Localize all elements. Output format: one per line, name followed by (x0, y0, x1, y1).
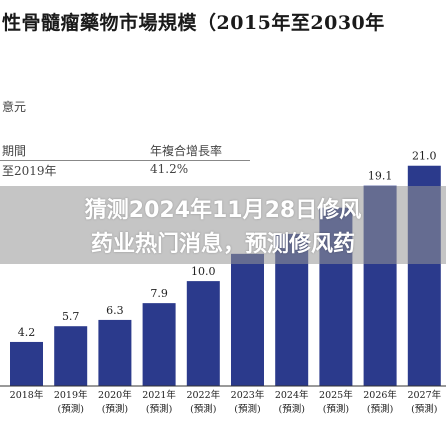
x-tick-label: 2020年 (98, 389, 132, 401)
bar (98, 319, 132, 386)
x-tick-sublabel: (預測) (411, 403, 437, 415)
cagr-header-period: 期間 (2, 144, 27, 158)
x-tick-label: 2023年 (231, 389, 265, 401)
x-tick-sublabel: (預測) (190, 403, 216, 415)
bar-value-label: 6.3 (106, 304, 124, 317)
x-tick-sublabel: (預測) (57, 403, 83, 415)
overlay-headline-line2: 药业热门消息，预测修风药 (90, 232, 355, 257)
bar (186, 281, 220, 386)
cagr-row-period: 至2019年 (2, 164, 57, 178)
unit-label: 意元 (2, 100, 27, 114)
cagr-header-rate: 年複合增長率 (150, 144, 223, 158)
bar-value-label: 7.9 (150, 287, 168, 300)
x-tick-sublabel: (預測) (234, 403, 260, 415)
bar (142, 303, 176, 386)
cagr-table-header: 期間 年複合增長率 (0, 142, 260, 162)
bar-value-label: 4.2 (18, 326, 36, 339)
bar (54, 326, 88, 386)
x-tick-label: 2019年 (54, 389, 88, 401)
cagr-table-divider (0, 160, 250, 161)
cagr-table-row: 至2019年 41.2% (0, 162, 260, 182)
x-tick-sublabel: (預測) (102, 403, 128, 415)
overlay-banner: 猜测2024年11月28日修风 药业热门消息，预测修风药 (0, 186, 446, 264)
bar (10, 341, 43, 386)
x-tick-label: 2025年 (319, 389, 353, 401)
x-tick-label: 2024年 (275, 389, 309, 401)
bar-value-label: 21.0 (412, 150, 437, 163)
x-tick-sublabel: (預測) (146, 403, 172, 415)
x-tick-sublabel: (預測) (323, 403, 349, 415)
bar (231, 253, 264, 386)
bar-value-label: 10.0 (191, 265, 216, 278)
x-tick-label: 2026年 (363, 389, 397, 401)
chart-title: 性骨髓瘤藥物市場規模（2015年至2030年 (2, 12, 385, 34)
cagr-table: 期間 年複合增長率 至2019年 41.2% (0, 142, 260, 182)
bar-value-label: 5.7 (62, 310, 80, 323)
x-tick-label: 2022年 (186, 389, 220, 401)
x-tick-sublabel: (預測) (367, 403, 393, 415)
x-tick-label: 2018年 (10, 389, 44, 401)
bar-value-label: 19.1 (368, 170, 393, 183)
x-tick-label: 2021年 (142, 389, 176, 401)
x-tick-label: 2027年 (407, 389, 441, 401)
overlay-headline-line1: 猜测2024年11月28日修风 (84, 198, 362, 223)
cagr-row-rate: 41.2% (150, 162, 189, 176)
x-tick-sublabel: (預測) (278, 403, 304, 415)
